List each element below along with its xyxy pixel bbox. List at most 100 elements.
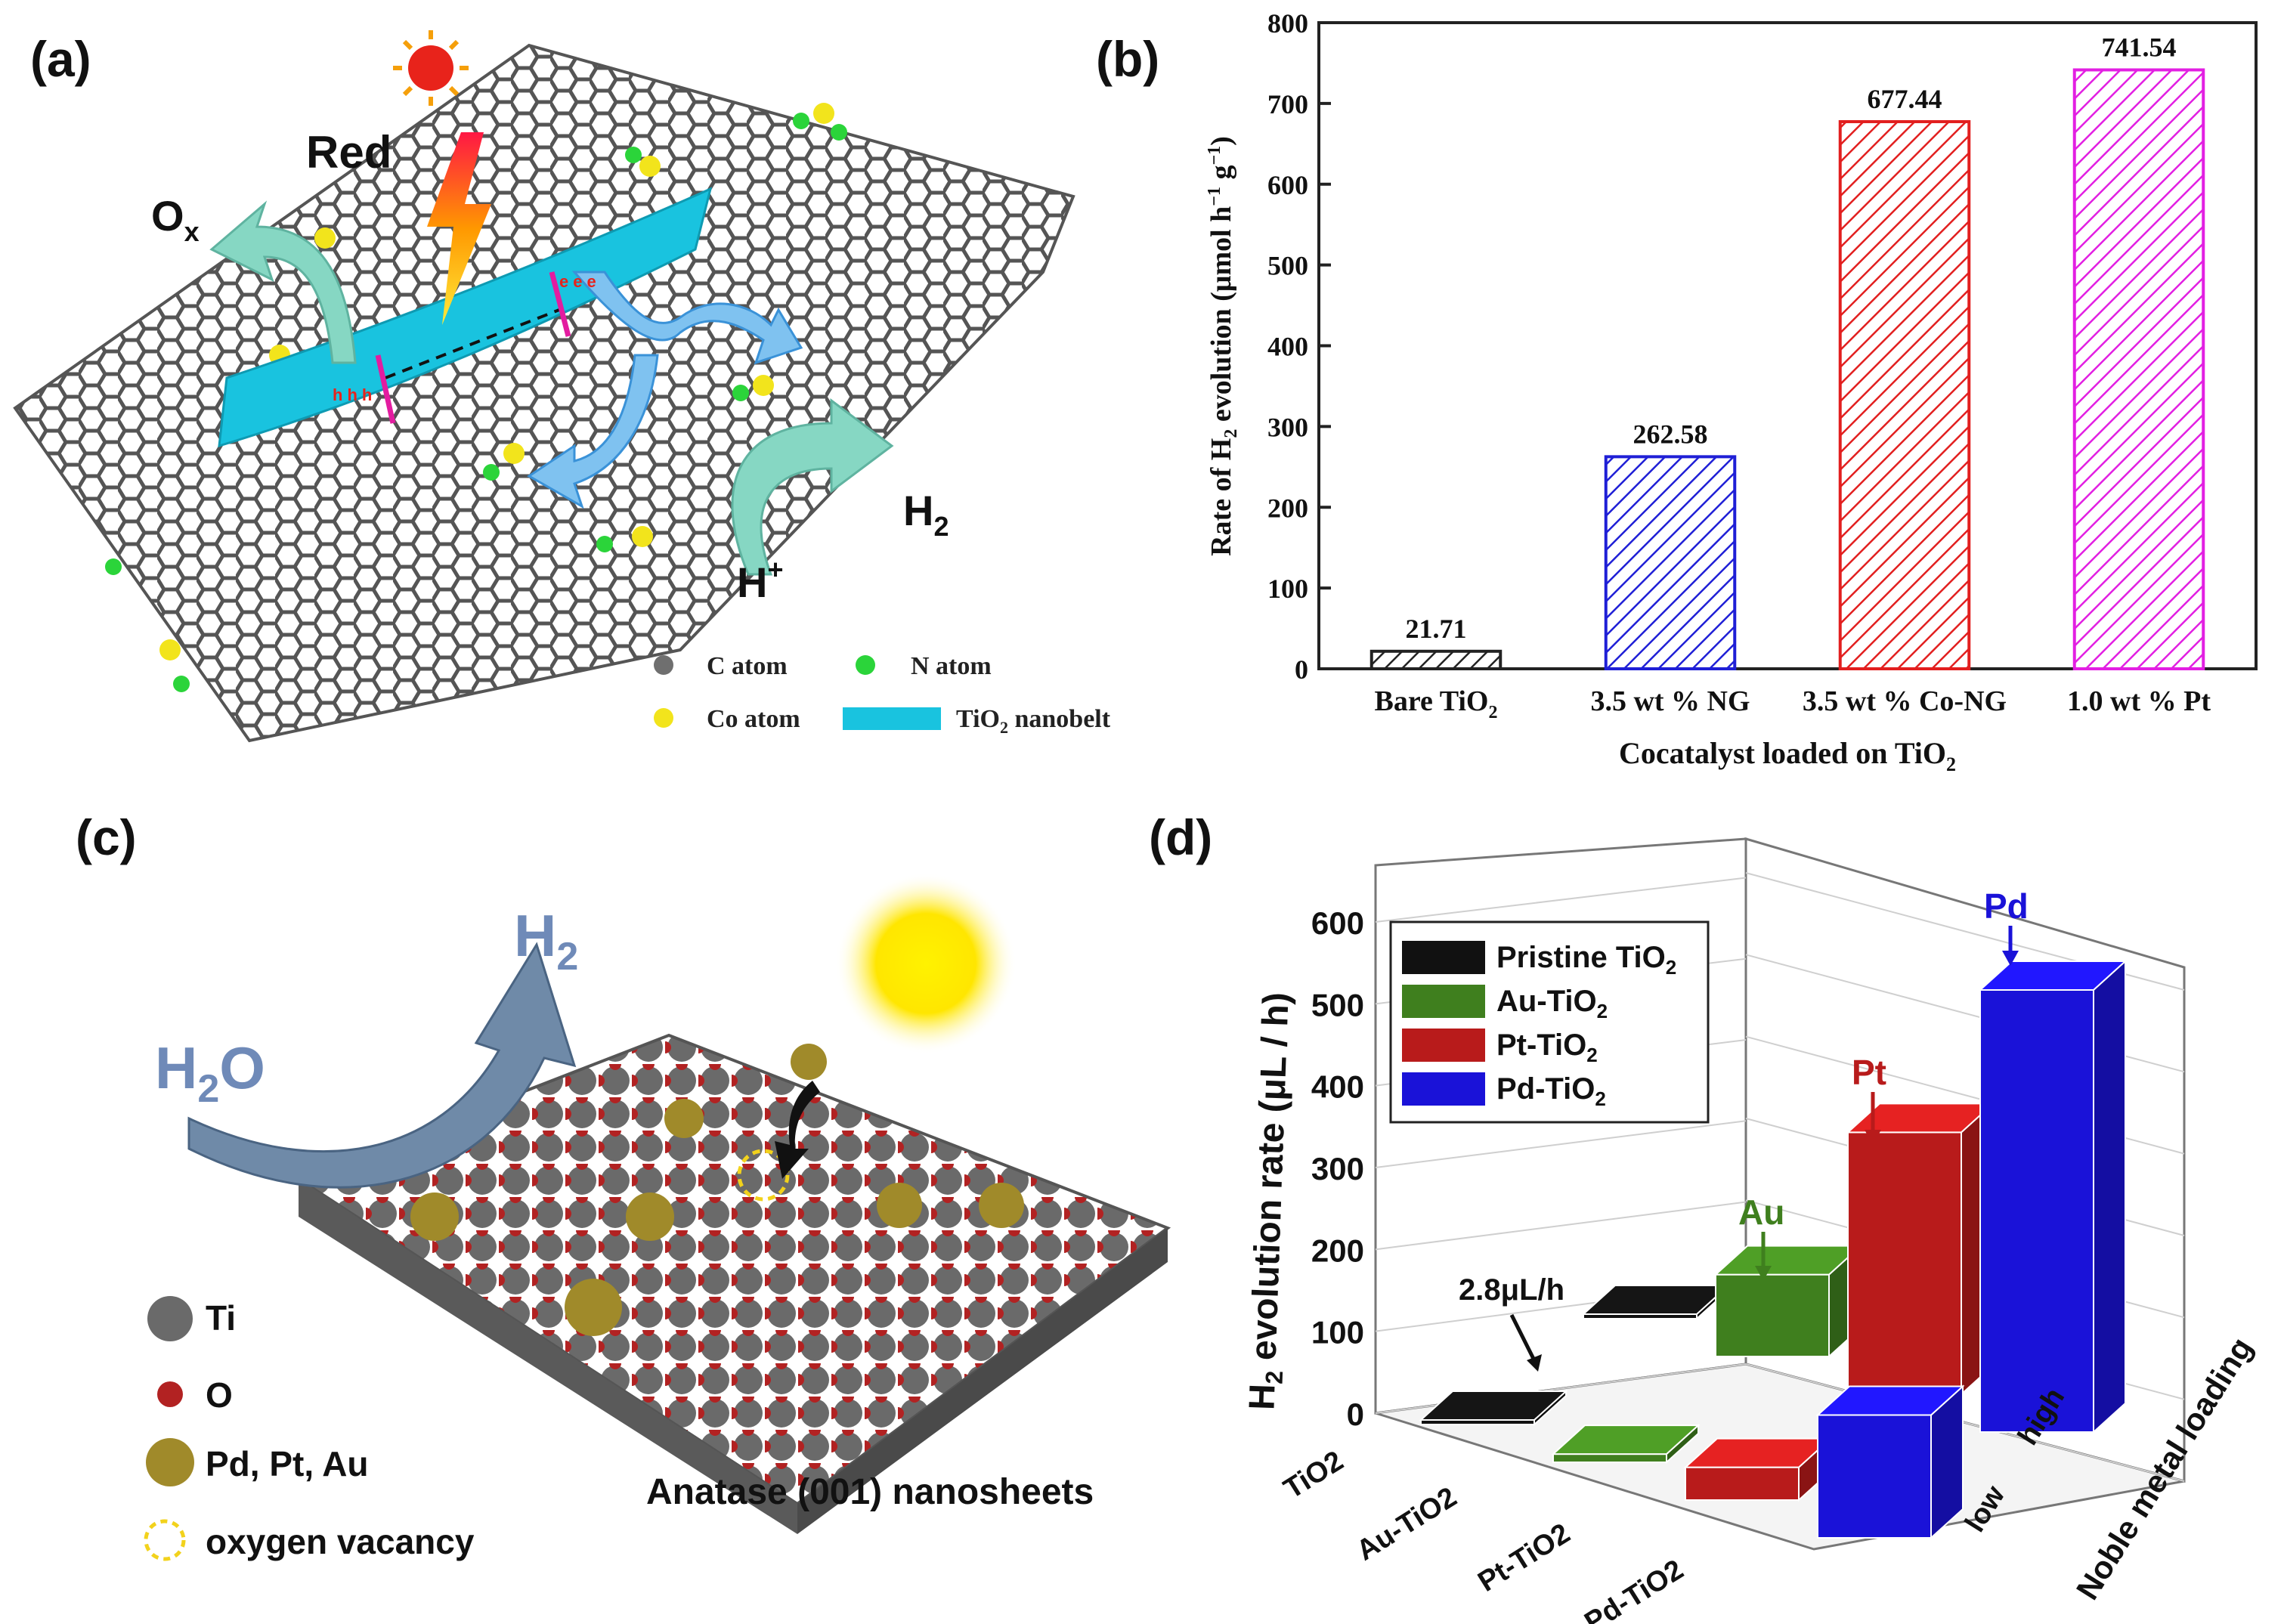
bar-value-label: 21.71	[1406, 614, 1467, 644]
label-h2: H2	[903, 487, 949, 542]
bar3d-0-high	[1581, 1283, 1731, 1321]
light-bolt-icon	[427, 132, 491, 325]
bar-front-face	[1685, 1466, 1800, 1501]
legend-entry: Pristine TiO2	[1496, 941, 1676, 979]
legend-swatch	[1402, 985, 1485, 1018]
z-gridline	[1375, 877, 1747, 923]
chart-d-z-axis-label: H2 evolution rate (μL / h)	[1242, 991, 1301, 1411]
z-tick-label: 200	[1311, 1233, 1364, 1268]
bar3d-3-low	[1815, 1384, 1965, 1540]
chart-b-y-axis-label: Rate of H2 evolution (μmol h−1 g−1)	[1205, 136, 1241, 556]
h2o-to-h2-arrow	[187, 942, 577, 1189]
annotation-pristine-arrow-icon	[1509, 1313, 1537, 1362]
annotation-pt: Pt	[1852, 1053, 1886, 1092]
chart-d-legend: Pristine TiO2 Au-TiO2 Pt-TiO2 Pd-TiO2	[1389, 920, 1710, 1124]
bar3d-1-high	[1713, 1244, 1863, 1359]
bar-top-face	[1815, 1385, 1965, 1416]
bar-top-face	[1419, 1390, 1568, 1421]
bar3d-0-low	[1419, 1389, 1568, 1427]
panel-a-letter: (a)	[30, 31, 91, 87]
label-hplus: H+	[737, 554, 783, 606]
legend-swatch	[1402, 1029, 1485, 1062]
z-tick-label: 400	[1311, 1069, 1364, 1105]
bar-front-face	[1817, 1414, 1932, 1539]
nanosheet-edge	[299, 1179, 797, 1534]
legend-n-atom: N atom	[911, 652, 992, 680]
panel-c-illustration: H2 H2O Anatase (001) nanosheets Ti O Pd,…	[144, 873, 1171, 1561]
z-gridline	[1375, 1120, 1747, 1168]
electron-path-arrow	[571, 271, 803, 365]
label-red: Red	[306, 127, 391, 178]
x-tick-label: Pd-TiO2	[1580, 1554, 1689, 1624]
x-tick-label: TiO2	[1278, 1445, 1348, 1505]
sun-icon	[393, 30, 469, 106]
bar-front-face	[1552, 1453, 1667, 1463]
y-tick-label: 800	[1267, 8, 1308, 39]
legend-entry: Au-TiO2	[1496, 985, 1608, 1022]
x-tick-label: 3.5 wt % NG	[1590, 685, 1750, 717]
z-tick-label: 300	[1311, 1151, 1364, 1186]
label-c-h2o: H2O	[155, 1035, 265, 1111]
chart-d-bars	[1419, 959, 2128, 1540]
x-tick-label: Bare TiO2	[1375, 685, 1498, 722]
chart-b-x-axis-label: Cocatalyst loaded on TiO2	[1619, 736, 1956, 775]
bar-value-label: 741.54	[2102, 32, 2177, 62]
x-tick-label: Pt-TiO2	[1473, 1517, 1576, 1598]
x-tick-label: 1.0 wt % Pt	[2067, 685, 2211, 717]
panel-c-legend: Ti O Pd, Pt, Au oxygen vacancy	[144, 1296, 475, 1561]
y-tick-label: 700	[1267, 89, 1308, 119]
oxidation-arrow	[209, 200, 357, 364]
panel-c-letter: (c)	[76, 809, 137, 865]
bar-1	[1604, 455, 1737, 670]
annotation-pristine-arrowhead-icon	[1527, 1354, 1542, 1372]
z-tick-label: 100	[1311, 1315, 1364, 1350]
bar-front-face	[1715, 1273, 1830, 1357]
legend-entry: Pt-TiO2	[1496, 1029, 1598, 1066]
legend-ti: Ti	[206, 1298, 236, 1338]
y-tick-label: 300	[1267, 412, 1308, 442]
z-tick-label: 500	[1311, 987, 1364, 1022]
y-tick-label: 100	[1267, 574, 1308, 604]
panel-b-letter: (b)	[1096, 31, 1160, 87]
bar-side-face	[2093, 959, 2126, 1434]
panel-b-bar-chart: 0 100 200 300 400 500 600 700 800 21.71 262.58 677…	[1205, 8, 2258, 775]
annotation-au-arrowhead-icon	[1755, 1266, 1772, 1281]
bar3d-1-low	[1551, 1423, 1701, 1465]
chart-d-annotations: 2.8μL/h Au Pt Pd	[1459, 886, 2029, 1372]
z-tick-label: 0	[1347, 1397, 1364, 1432]
y-tick-label: 400	[1267, 332, 1308, 362]
bar-3	[2072, 68, 2205, 670]
bar-top-face	[1551, 1424, 1701, 1455]
x-tick-label: Au-TiO2	[1351, 1481, 1462, 1567]
bar3d-2-low	[1683, 1437, 1833, 1502]
reduction-arrow	[731, 398, 894, 576]
legend-c-atom: C atom	[707, 652, 788, 680]
bar-front-face	[1979, 989, 2094, 1433]
bar3d-3-high	[1978, 959, 2128, 1434]
legend-entry: Pd-TiO2	[1496, 1072, 1606, 1110]
z-gridline	[1375, 1201, 1747, 1251]
y-tick-label: 500	[1267, 251, 1308, 281]
annotation-pd: Pd	[1984, 886, 2029, 926]
label-c-caption: Anatase (001) nanosheets	[646, 1472, 1094, 1512]
legend-co-atom: Co atom	[707, 705, 800, 733]
legend-o: O	[206, 1375, 233, 1415]
bar3d-2-high	[1846, 1102, 1995, 1397]
nanosheet-edge-right	[797, 1228, 1168, 1534]
bar-value-label: 677.44	[1868, 84, 1942, 114]
legend-oxygen-vacancy: oxygen vacancy	[206, 1522, 475, 1561]
legend-swatch	[1402, 1072, 1485, 1106]
chart-d-z-ticks: 0 100 200 300 400 500 600	[1311, 905, 1364, 1432]
legend-tio2-nanobelt: TiO2 nanobelt	[956, 705, 1111, 737]
oxygen-vacancy-marker	[737, 1149, 790, 1202]
sun-glow-icon	[835, 873, 1017, 1054]
chart-b-y-ticks: 0 100 200 300 400 500 600 700 800	[1267, 8, 1331, 685]
deposition-arrow-icon	[775, 1081, 820, 1179]
chart-b-bars: 21.71 262.58 677.44 741.54	[1369, 32, 2205, 670]
graphene-sheet	[13, 43, 1075, 743]
bar-0	[1369, 649, 1503, 670]
y-tick-label: 600	[1267, 170, 1308, 200]
annotation-pt-arrowhead-icon	[1865, 1130, 1881, 1145]
